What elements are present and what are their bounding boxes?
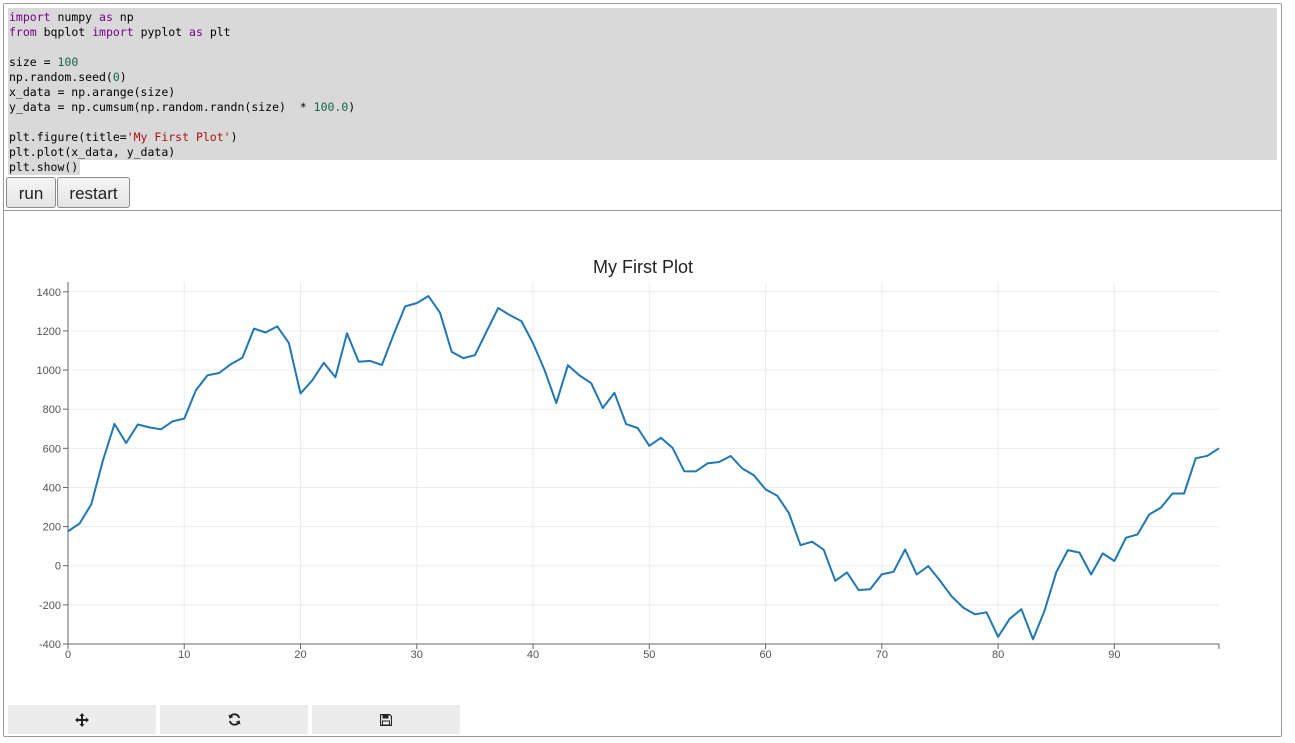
run-button[interactable]: run [6, 177, 56, 208]
code-token: x_data = np.arange(size) [9, 85, 176, 99]
floppy-save-icon [380, 713, 392, 726]
code-token: plt [202, 25, 231, 39]
x-tick-label: 0 [65, 649, 71, 661]
code-token: ) [119, 70, 127, 84]
code-line: plt.plot(x_data, y_data) [8, 145, 1277, 160]
line-chart[interactable]: My First Plot-400-2000200400600800100012… [4, 214, 1281, 694]
code-line [8, 40, 1277, 55]
code-token: import [9, 10, 51, 24]
save-button[interactable] [312, 705, 460, 734]
code-token: import [92, 25, 134, 39]
code-line: np.random.seed(0) [8, 70, 1277, 85]
code-token: as [99, 10, 113, 24]
code-line: x_data = np.arange(size) [8, 85, 1277, 100]
x-tick-label: 40 [527, 649, 539, 661]
y-tick-label: 400 [43, 482, 61, 494]
code-token: pyplot [133, 25, 190, 39]
move-arrows-icon [75, 712, 89, 727]
x-tick-label: 90 [1108, 649, 1120, 661]
y-tick-label: -200 [39, 600, 61, 612]
restart-button[interactable]: restart [57, 177, 130, 208]
code-token: plt.plot(x_data, y_data) [9, 145, 176, 159]
x-tick-label: 80 [992, 649, 1004, 661]
code-token: 100.0 [313, 100, 349, 114]
code-line: import numpy as np [8, 10, 1277, 25]
pan-zoom-button[interactable] [8, 705, 156, 734]
code-token: plt.show() [9, 160, 79, 174]
y-tick-label: 1200 [37, 326, 61, 338]
notebook-cell: import numpy as np from bqplot import pyp… [3, 3, 1282, 737]
x-tick-label: 70 [876, 649, 888, 661]
code-token: ) [230, 130, 238, 144]
code-line: y_data = np.cumsum(np.random.randn(size)… [8, 100, 1277, 115]
code-line [8, 115, 1277, 130]
code-token: 100 [57, 55, 79, 69]
x-tick-label: 60 [759, 649, 771, 661]
y-tick-label: 1400 [37, 287, 61, 299]
chart-title: My First Plot [593, 257, 693, 277]
code-token: y_data = np.cumsum(np.random.randn(size)… [9, 100, 314, 114]
code-line: size = 100 [8, 55, 1277, 70]
code-token: size = [9, 55, 58, 69]
code-editor[interactable]: import numpy as np from bqplot import pyp… [8, 8, 1277, 175]
code-token: numpy [50, 10, 100, 24]
x-tick-label: 10 [178, 649, 190, 661]
code-token: np.random.seed( [9, 70, 113, 84]
code-token: np [112, 10, 134, 24]
y-tick-label: 0 [55, 561, 61, 573]
reset-button[interactable] [160, 705, 308, 734]
code-token: 0 [112, 70, 120, 84]
code-token: bqplot [36, 25, 93, 39]
series-line [67, 295, 1220, 641]
code-line: from bqplot import pyplot as plt [8, 25, 1277, 40]
y-tick-label: 200 [43, 522, 61, 534]
refresh-icon [227, 713, 241, 726]
x-tick-label: 20 [294, 649, 306, 661]
code-token: plt.figure(title= [9, 130, 127, 144]
code-line: plt.figure(title='My First Plot') [8, 130, 1277, 145]
y-tick-label: 600 [43, 443, 61, 455]
x-tick-label: 30 [411, 649, 423, 661]
y-tick-label: 1000 [37, 365, 61, 377]
code-line: plt.show() [8, 160, 81, 175]
y-tick-label: -400 [39, 639, 61, 651]
code-token: 'My First Plot' [126, 130, 231, 144]
code-token: from [9, 25, 37, 39]
x-tick-label: 50 [643, 649, 655, 661]
code-token: as [189, 25, 203, 39]
y-tick-label: 800 [43, 404, 61, 416]
output-divider [4, 210, 1281, 211]
code-token: ) [348, 100, 356, 114]
